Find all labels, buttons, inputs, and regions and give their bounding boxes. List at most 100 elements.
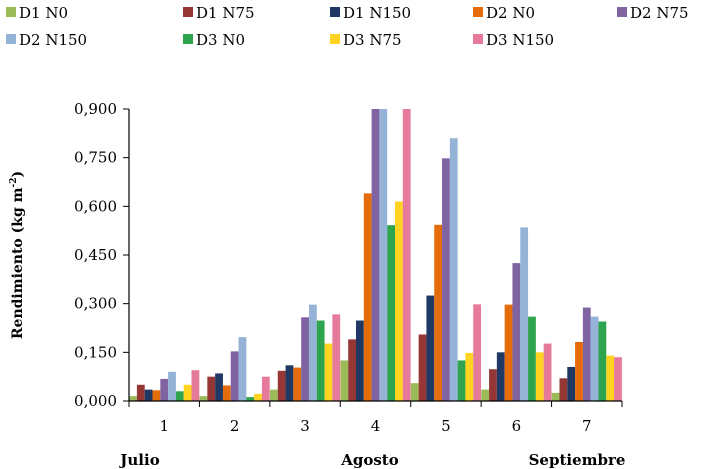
- x-ticks: 1 2 3 4 5 6 7: [128, 401, 623, 435]
- bar-d1-n150-1: [144, 389, 153, 401]
- bar-d2-n150-7: [590, 316, 599, 401]
- bar-d3-n150-6: [543, 343, 552, 401]
- legend-swatch: [330, 34, 340, 44]
- bar-d3-n150-7: [614, 357, 622, 401]
- x-tick-label: 2: [230, 417, 240, 435]
- bar-d2-n75-2: [230, 351, 239, 401]
- bar-d1-n0-3: [269, 389, 278, 401]
- bar-d3-n0-1: [175, 391, 184, 401]
- bar-d2-n75-1: [160, 378, 169, 401]
- bar-d2-n150-1: [168, 371, 176, 401]
- bar-d1-n0-2: [199, 396, 208, 401]
- bar-d1-n150-5: [426, 295, 435, 401]
- month-labels: Julio Agosto Septiembre: [118, 451, 625, 469]
- bar-d2-n150-4: [379, 109, 388, 401]
- y-axis-label-exponent: -2: [9, 178, 19, 188]
- y-ticks: 0,000 0,150 0,300 0,450 0,600 0,750 0,900: [74, 100, 129, 410]
- legend-swatch: [617, 7, 627, 17]
- bars: [129, 109, 622, 401]
- bar-d1-n75-7: [559, 378, 568, 401]
- legend-swatch: [183, 34, 193, 44]
- x-tick-label: 5: [441, 417, 451, 435]
- bar-d3-n75-7: [606, 355, 615, 401]
- legend-swatch: [6, 7, 16, 17]
- bar-d3-n150-3: [332, 314, 341, 401]
- bar-d2-n150-6: [520, 227, 529, 401]
- y-axis-label: Rendimiento (kg m-2): [9, 171, 26, 339]
- month-label: Julio: [118, 451, 159, 469]
- bar-d1-n0-4: [340, 360, 349, 401]
- bar-d3-n75-6: [535, 352, 544, 401]
- legend: D1 N0 D1 N75 D1 N150 D2 N0 D2 N75 D2 N150 D3 N…: [6, 4, 689, 49]
- bar-d3-n75-1: [183, 384, 192, 401]
- bar-d2-n0-5: [434, 224, 443, 401]
- x-tick-label: 7: [582, 417, 592, 435]
- bar-d2-n75-4: [371, 109, 380, 401]
- legend-swatch: [183, 7, 193, 17]
- y-tick-label: 0,150: [74, 343, 117, 361]
- bar-d1-n150-7: [567, 366, 576, 401]
- legend-label: D3 N0: [196, 31, 245, 49]
- bar-d3-n75-5: [465, 352, 474, 401]
- bar-d1-n150-4: [356, 320, 364, 401]
- bar-d3-n0-4: [387, 225, 395, 401]
- bar-d1-n0-7: [551, 392, 560, 401]
- x-tick-label: 6: [512, 417, 522, 435]
- bar-d3-n150-4: [402, 109, 411, 401]
- legend-label: D3 N150: [486, 31, 554, 49]
- bar-d2-n150-2: [238, 337, 247, 401]
- legend-swatch: [6, 34, 16, 44]
- bar-d3-n75-2: [254, 393, 262, 401]
- month-label: Agosto: [340, 451, 399, 469]
- bar-d3-n75-4: [395, 201, 403, 401]
- y-axis-label-text: Rendimiento (kg m: [10, 187, 26, 339]
- legend-label: D1 N150: [343, 4, 411, 22]
- bar-d2-n0-2: [222, 385, 231, 401]
- bar-d2-n150-5: [449, 138, 458, 401]
- bar-d2-n0-7: [575, 341, 583, 401]
- bar-d2-n0-1: [152, 390, 161, 401]
- bar-d1-n75-2: [207, 376, 216, 401]
- bar-d3-n0-6: [528, 316, 536, 401]
- y-tick-label: 0,600: [74, 197, 117, 215]
- bar-d2-n75-7: [582, 307, 591, 401]
- legend-label: D1 N75: [196, 4, 255, 22]
- bar-d1-n75-5: [418, 334, 427, 401]
- bar-d3-n0-7: [598, 321, 607, 401]
- bar-d1-n0-6: [481, 389, 490, 401]
- bar-d1-n75-4: [348, 339, 356, 401]
- month-label: Septiembre: [529, 451, 626, 469]
- x-tick-label: 1: [159, 417, 169, 435]
- y-tick-label: 0,000: [74, 392, 117, 410]
- bar-d3-n150-1: [191, 370, 200, 401]
- bar-d1-n150-2: [215, 373, 223, 401]
- legend-swatch: [330, 7, 340, 17]
- legend-label: D2 N150: [19, 31, 87, 49]
- x-tick-label: 4: [371, 417, 381, 435]
- bar-d1-n0-5: [410, 383, 419, 401]
- bar-d2-n75-5: [442, 158, 450, 401]
- bar-d2-n75-6: [512, 263, 521, 401]
- legend-swatch: [473, 7, 483, 17]
- y-axis-label-close: ): [10, 171, 26, 178]
- y-tick-label: 0,450: [74, 246, 117, 264]
- bar-d1-n0-1: [129, 396, 137, 401]
- legend-label: D3 N75: [343, 31, 402, 49]
- y-tick-label: 0,300: [74, 295, 117, 313]
- bar-d1-n75-3: [277, 370, 286, 401]
- bar-d1-n75-6: [489, 369, 497, 401]
- bar-d2-n0-4: [363, 193, 372, 401]
- y-tick-label: 0,900: [74, 100, 117, 118]
- bar-d3-n0-5: [457, 360, 466, 401]
- legend-label: D2 N75: [630, 4, 689, 22]
- legend-label: D1 N0: [19, 4, 68, 22]
- bar-d3-n150-5: [473, 304, 482, 401]
- bar-d3-n0-2: [246, 397, 255, 401]
- bar-d3-n75-3: [324, 343, 333, 401]
- bar-d1-n75-1: [136, 384, 145, 401]
- bar-d1-n150-6: [496, 352, 505, 401]
- bar-d3-n150-2: [261, 376, 270, 401]
- legend-swatch: [473, 34, 483, 44]
- y-tick-label: 0,750: [74, 149, 117, 167]
